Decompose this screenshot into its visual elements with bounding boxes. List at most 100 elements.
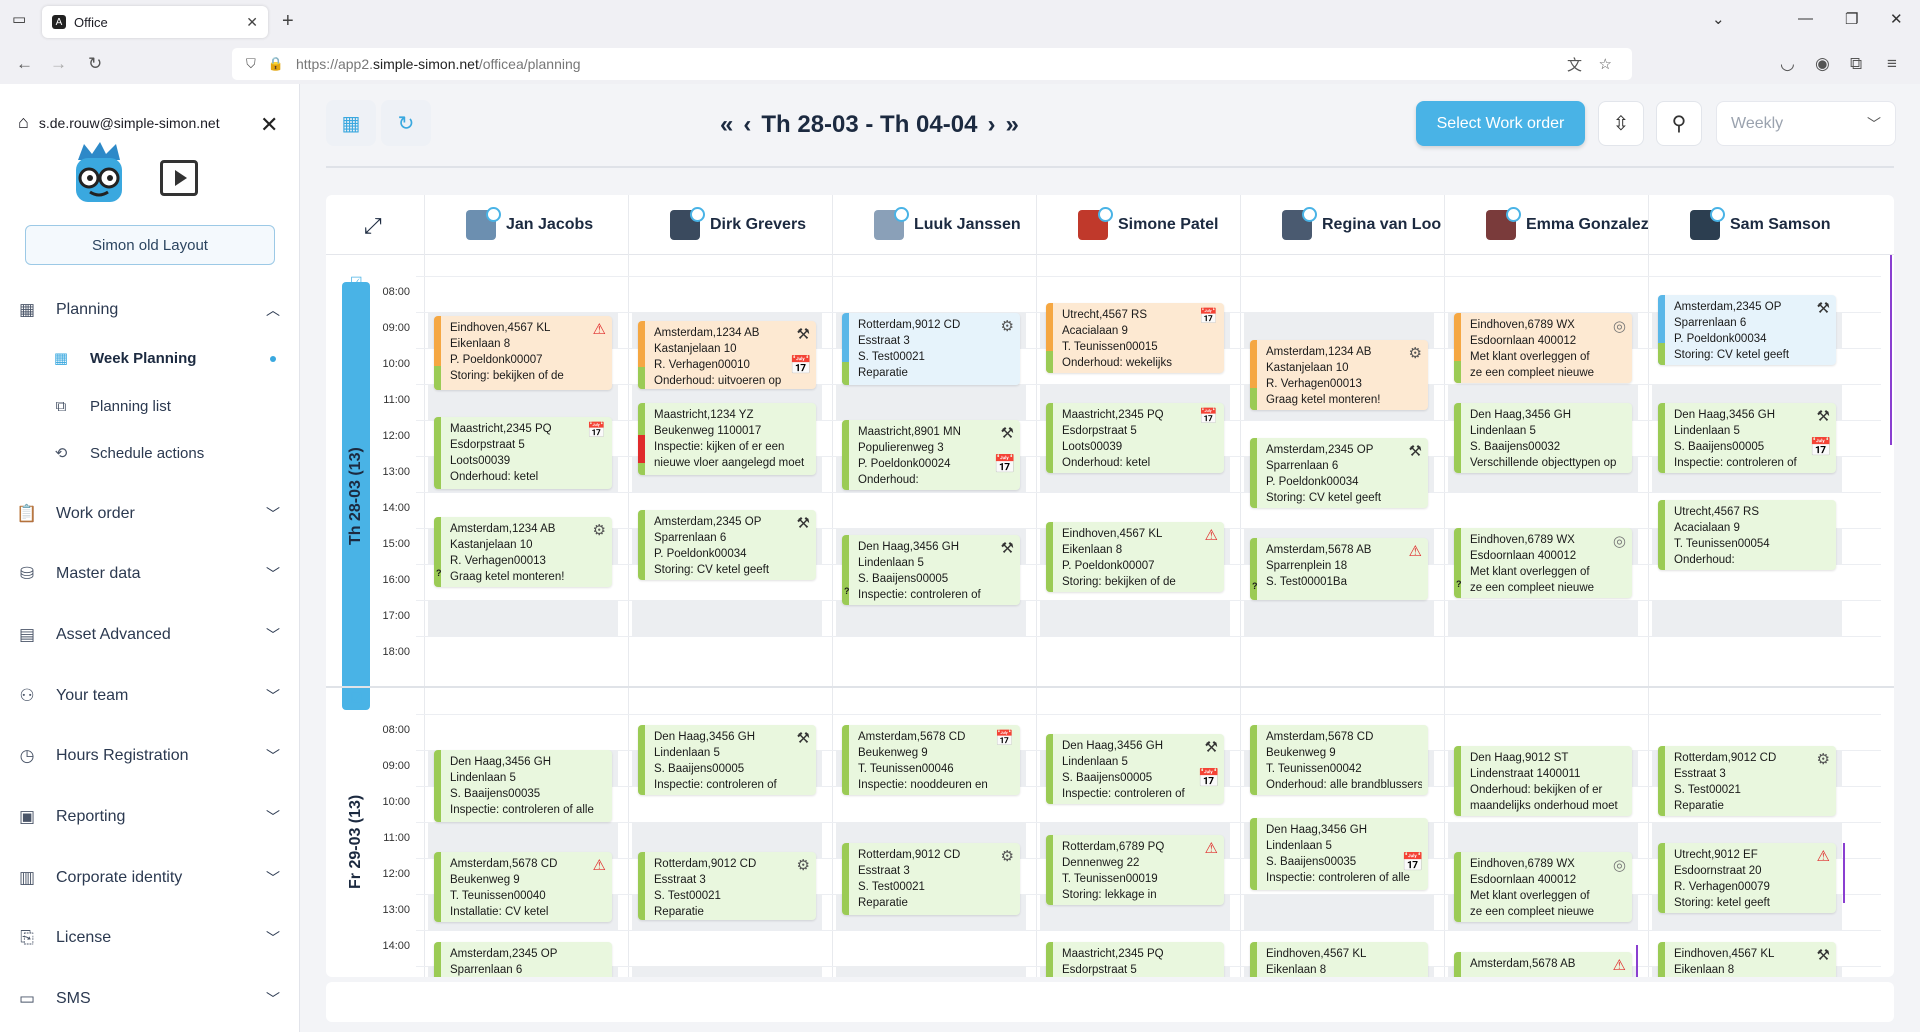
gear-icon[interactable]: ⚙ — [796, 857, 810, 874]
chevron-down-icon[interactable]: ⌄ — [1712, 11, 1725, 28]
work-order-card[interactable]: Den Haag,3456 GH Lindenlaan 5 S. Baaijens0… — [842, 535, 1020, 605]
work-order-card[interactable]: Amsterdam,5678 CD Beukenweg 9 T. Teunissen… — [842, 725, 1020, 795]
gear-icon[interactable]: ⚙ — [1816, 751, 1830, 768]
work-order-card[interactable]: Rotterdam,9012 CD Esstraat 3 S. Test00021 R… — [638, 852, 816, 920]
work-order-card[interactable]: Eindhoven,4567 KL Eikenlaan 8 P. Poeldonk0… — [434, 316, 612, 390]
calendar-clock-icon[interactable]: 📅 — [1809, 437, 1832, 457]
person-header[interactable]: Simone Patel — [1078, 207, 1218, 241]
work-order-card[interactable]: Utrecht,4567 RS Acacialaan 9 T. Teunissen0… — [1046, 303, 1224, 373]
work-order-card[interactable]: Eindhoven,6789 WX Esdoornlaan 400012 Met k… — [1454, 313, 1632, 383]
work-order-card[interactable]: Den Haag,3456 GH Lindenlaan 5 S. Baaijens0… — [638, 725, 816, 795]
person-header[interactable]: Sam Samson — [1690, 207, 1830, 241]
work-order-card[interactable]: Maastricht,2345 PQ Esdorpstraat 5 Loots000… — [434, 417, 612, 489]
tools-icon[interactable]: ⚒ — [1204, 739, 1218, 756]
view-select[interactable]: Weekly ﹀ — [1716, 101, 1896, 146]
warning-icon[interactable]: ⚠ — [1204, 840, 1218, 857]
submenu-schedule-actions[interactable]: ⟲ Schedule actions — [50, 438, 205, 468]
work-order-card[interactable]: Amsterdam,2345 OP Sparrenlaan 6 P. Poeldon… — [1658, 295, 1836, 365]
work-order-card[interactable]: Amsterdam,1234 AB Kastanjelaan 10 R. Verha… — [1250, 340, 1428, 410]
pin-button[interactable]: ⚲ — [1656, 101, 1702, 146]
close-icon[interactable]: ✕ — [260, 112, 279, 137]
work-order-card[interactable]: Den Haag,3456 GH Lindenlaan 5 S. Baaijens0… — [1046, 734, 1224, 804]
tools-icon[interactable]: ⚒ — [1000, 540, 1014, 557]
gear-icon[interactable]: ⚙ — [1000, 848, 1014, 865]
old-layout-button[interactable]: Simon old Layout — [25, 225, 275, 265]
work-order-card[interactable]: Amsterdam,2345 OP Sparrenlaan 6 — [434, 942, 612, 977]
calendar-clock-icon[interactable]: 📅 — [789, 355, 812, 375]
work-order-card[interactable]: Utrecht,4567 RS Acacialaan 9 T. Teunissen0… — [1658, 500, 1836, 570]
work-order-card[interactable]: Eindhoven,4567 KL Eikenlaan 8 — [1250, 942, 1428, 977]
refresh-button[interactable]: ↻ — [381, 100, 431, 146]
tools-icon[interactable]: ⚒ — [1000, 425, 1014, 442]
restore-icon[interactable]: ❐ — [1845, 11, 1859, 28]
calendar-alert-icon[interactable]: 📅 — [1197, 768, 1220, 788]
person-header[interactable]: Emma Gonzalez — [1486, 207, 1649, 241]
new-tab-icon[interactable]: + — [282, 10, 294, 32]
chevron-left-icon[interactable]: ‹ — [743, 111, 752, 138]
tab-list-icon[interactable]: ▭ — [12, 11, 27, 28]
home-icon[interactable]: ⌂ — [18, 112, 29, 132]
work-order-card[interactable]: Maastricht,2345 PQ Esdorpstraat 5 — [1046, 942, 1224, 977]
tools-icon[interactable]: ⚒ — [1816, 300, 1830, 317]
menu-planning[interactable]: ▦ Planning ︿ — [0, 292, 300, 328]
menu-asset-advanced[interactable]: ▤ Asset Advanced ﹀ — [0, 617, 300, 653]
browser-tab[interactable]: A Office ✕ — [42, 6, 268, 38]
calendar-clock-icon[interactable]: 📅 — [995, 730, 1014, 747]
work-order-card[interactable]: Eindhoven,4567 KL Eikenlaan 8 P. Poeldonk0… — [1046, 522, 1224, 592]
forward-icon[interactable]: → — [50, 54, 67, 73]
work-order-card[interactable]: Rotterdam,9012 CD Esstraat 3 S. Test00021 R… — [842, 843, 1020, 915]
menu-reporting[interactable]: ▣ Reporting ﹀ — [0, 799, 300, 835]
day-label[interactable]: Th 28-03 (13) — [342, 282, 370, 710]
shield-icon[interactable]: ⛉ — [246, 56, 256, 71]
work-order-card[interactable]: Den Haag,3456 GH Lindenlaan 5 S. Baaijens0… — [434, 750, 612, 822]
day-checklist-icon[interactable]: ☑ — [350, 690, 363, 706]
tools-icon[interactable]: ⚒ — [1816, 947, 1830, 964]
calendar-clock-icon[interactable]: 📅 — [587, 422, 606, 439]
select-work-order-button[interactable]: Select Work order — [1416, 101, 1585, 146]
menu-hours-registration[interactable]: ◷ Hours Registration ﹀ — [0, 738, 300, 774]
work-order-card[interactable]: Amsterdam,5678 AB ⚠ — [1454, 952, 1632, 977]
asset-badge-icon[interactable]: ◎ — [1612, 857, 1626, 874]
calendar-button[interactable]: ▦ — [326, 100, 376, 146]
work-order-card[interactable]: Amsterdam,2345 OP Sparrenlaan 6 P. Poeldon… — [638, 510, 816, 580]
work-order-card[interactable]: Amsterdam,5678 AB Sparrenplein 18 S. Test0… — [1250, 538, 1428, 600]
work-order-card[interactable]: Den Haag,3456 GH Lindenlaan 5 S. Baaijens0… — [1658, 403, 1836, 473]
gear-icon[interactable]: ⚙ — [1000, 318, 1014, 335]
person-header[interactable]: Dirk Grevers — [670, 207, 806, 241]
tools-icon[interactable]: ⚒ — [796, 730, 810, 747]
warning-icon[interactable]: ⚠ — [1204, 527, 1218, 544]
work-order-card[interactable]: Den Haag,9012 ST Lindenstraat 1400011 Onde… — [1454, 746, 1632, 816]
minimize-icon[interactable]: — — [1798, 10, 1813, 27]
menu-sms[interactable]: ▭ SMS ﹀ — [0, 981, 300, 1017]
account-icon[interactable]: ◉ — [1815, 54, 1830, 73]
menu-work-order[interactable]: 📋 Work order ﹀ — [0, 496, 300, 532]
work-order-card[interactable]: Utrecht,9012 EF Esdoornstraat 20 R. Verhag… — [1658, 843, 1836, 913]
person-header[interactable]: Regina van Loo — [1282, 207, 1441, 241]
calendar-alert-icon[interactable]: 📅 — [993, 454, 1016, 474]
menu-corporate-identity[interactable]: ▥ Corporate identity ﹀ — [0, 860, 300, 896]
work-order-card[interactable]: Rotterdam,6789 PQ Dennenweg 22 T. Teunisse… — [1046, 835, 1224, 905]
menu-master-data[interactable]: ⛁ Master data ﹀ — [0, 556, 300, 592]
warning-icon[interactable]: ⚠ — [1816, 848, 1830, 865]
work-order-card[interactable]: Amsterdam,5678 CD Beukenweg 9 T. Teunissen… — [1250, 725, 1428, 795]
work-order-card[interactable]: Amsterdam,2345 OP Sparrenlaan 6 P. Poeldon… — [1250, 438, 1428, 508]
asset-badge-icon[interactable]: ◎ — [1612, 318, 1626, 335]
swap-icon[interactable]: ⤢ — [364, 213, 382, 238]
address-bar[interactable]: ⛉ 🔒 https://app2. simple-simon.net/office… — [232, 48, 1632, 80]
tools-icon[interactable]: ⚒ — [1816, 408, 1830, 425]
warning-icon[interactable]: ⚠ — [1612, 957, 1626, 974]
work-order-card[interactable]: Rotterdam,9012 CD Esstraat 3 S. Test00021 R… — [1658, 746, 1836, 816]
work-order-card[interactable]: Rotterdam,9012 CD Esstraat 3 S. Test00021 R… — [842, 313, 1020, 385]
chevron-right-icon[interactable]: › — [987, 111, 996, 138]
double-chevron-left-icon[interactable]: « — [720, 111, 734, 138]
work-order-card[interactable]: Amsterdam,5678 CD Beukenweg 9 T. Teunissen… — [434, 852, 612, 922]
star-icon[interactable]: ☆ — [1598, 56, 1612, 73]
row-height-button[interactable]: ⇳ — [1598, 101, 1644, 146]
work-order-card[interactable]: Eindhoven,4567 KL Eikenlaan 8 ⚒ — [1658, 942, 1836, 977]
calendar-clock-icon[interactable]: 📅 — [1199, 408, 1218, 425]
calendar-alert-icon[interactable]: 📅 — [1401, 852, 1424, 872]
extensions-icon[interactable]: ⧉ — [1850, 54, 1863, 73]
menu-icon[interactable]: ≡ — [1887, 54, 1897, 73]
double-chevron-right-icon[interactable]: » — [1005, 111, 1019, 138]
work-order-card[interactable]: Eindhoven,6789 WX Esdoornlaan 400012 Met k… — [1454, 852, 1632, 922]
